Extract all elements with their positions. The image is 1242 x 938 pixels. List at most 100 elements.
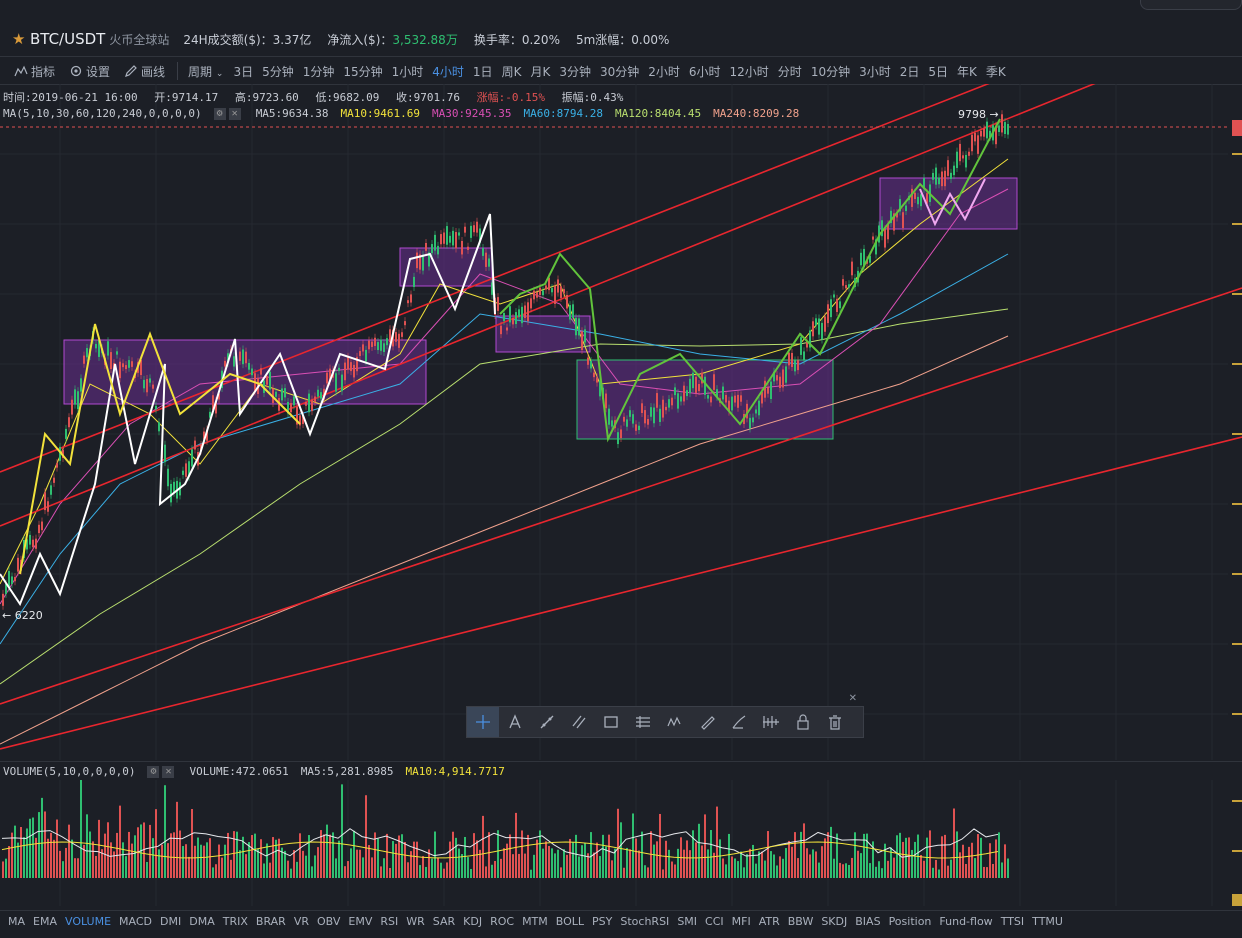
volume-bar [389,867,391,878]
trend-line-icon[interactable] [531,707,563,737]
period-option[interactable]: 5日 [928,64,949,79]
indicator-tab[interactable]: MFI [731,914,751,928]
indicator-tab[interactable]: StochRSI [620,914,670,928]
rectangle-icon[interactable] [595,707,627,737]
period-option[interactable]: 2日 [899,64,920,79]
candle [845,285,847,289]
indicator-tab[interactable]: TTSI [1000,914,1025,928]
period-option[interactable]: 1日 [472,64,493,79]
volume-bar [929,830,931,878]
settings-icon[interactable]: ⚙ [147,765,160,778]
cycle-dropdown[interactable]: 周期 ⌄ [188,64,224,79]
indicator-tab[interactable]: EMV [348,914,373,928]
period-option[interactable]: 10分钟 [810,64,851,79]
parallel-channel-icon[interactable] [563,707,595,737]
indicator-tab[interactable]: DMA [189,914,215,928]
period-option[interactable]: 1小时 [391,64,424,79]
volume-bar [407,862,409,878]
period-option[interactable]: 1分钟 [302,64,335,79]
period-option[interactable]: 6小时 [688,64,721,79]
volume-bar [608,834,610,878]
indicator-tab[interactable]: PSY [592,914,613,928]
candle [2,593,4,606]
period-option[interactable]: 季K [985,64,1006,79]
indicator-tab[interactable]: OBV [317,914,341,928]
period-option[interactable]: 5分钟 [262,64,294,79]
volume-bar [395,843,397,878]
volume-bar [845,863,847,878]
volume-bar [620,822,622,878]
text-icon[interactable] [499,707,531,737]
period-option[interactable]: 3小时 [859,64,891,79]
indicator-tab[interactable]: KDJ [463,914,483,928]
indicator-tab[interactable]: RSI [380,914,399,928]
period-option[interactable]: 分时 [777,64,802,79]
candle [539,287,541,296]
indicator-tab[interactable]: TTMU [1032,914,1063,928]
volume-bar [569,838,571,878]
period-option[interactable]: 月K [530,64,551,79]
close-icon[interactable]: ✕ [228,107,241,120]
candle [44,492,46,511]
period-option[interactable]: 年K [957,64,977,79]
indicator-tab[interactable]: SAR [432,914,456,928]
crosshair-icon[interactable] [467,707,499,737]
period-option[interactable]: 30分钟 [599,64,640,79]
close-icon[interactable]: ✕ [162,765,175,778]
pattern-icon[interactable] [755,707,787,737]
price-chart[interactable]: 9798 → ← 6220 [0,84,1242,760]
indicator-tab[interactable]: WR [406,914,425,928]
indicator-tab[interactable]: SKDJ [821,914,848,928]
indicator-tab[interactable]: Fund-flow [939,914,993,928]
volume-bar [188,856,190,878]
period-option[interactable]: 2小时 [648,64,680,79]
candle [557,279,559,293]
indicator-tab[interactable]: BOLL [555,914,585,928]
pair-title[interactable]: BTC/USDT [30,30,106,48]
indicator-tab[interactable]: VR [293,914,309,928]
indicator-tab[interactable]: BBW [787,914,814,928]
candle [518,309,520,318]
fibonacci-icon[interactable] [627,707,659,737]
volume-chart[interactable] [0,780,1242,910]
indicators-button[interactable]: 指标 [14,63,55,80]
ruler-icon[interactable] [691,707,723,737]
search-box[interactable] [1140,0,1242,10]
indicator-tab[interactable]: ATR [758,914,780,928]
period-option[interactable]: 12小时 [729,64,769,79]
settings-icon[interactable]: ⚙ [213,107,226,120]
draw-line-button[interactable]: 画线 [124,63,165,80]
wave-icon[interactable] [659,707,691,737]
brush-icon[interactable] [723,707,755,737]
candle [566,295,568,309]
period-option[interactable]: 周K [501,64,522,79]
lock-icon[interactable] [787,707,819,737]
indicator-tab[interactable]: ROC [490,914,515,928]
indicator-tab[interactable]: BRAR [255,914,286,928]
volume-bar [638,850,640,878]
candle [386,338,388,346]
period-option[interactable]: 3日 [233,64,254,79]
indicator-tab[interactable]: BIAS [855,914,881,928]
settings-button[interactable]: 设置 [69,63,110,80]
indicator-tab[interactable]: MA [8,914,26,928]
trash-icon[interactable] [819,707,851,737]
period-option[interactable]: 3分钟 [559,64,591,79]
volume-bar [995,839,997,878]
indicator-tab[interactable]: CCI [705,914,724,928]
period-option[interactable]: 15分钟 [343,64,383,79]
indicator-tab[interactable]: MTM [522,914,548,928]
indicator-tab[interactable]: SMI [677,914,698,928]
indicator-tab[interactable]: TRIX [222,914,248,928]
indicator-tab[interactable]: EMA [33,914,57,928]
indicator-tab[interactable]: DMI [160,914,182,928]
period-option[interactable]: 4小时 [432,64,464,79]
favorite-star-icon[interactable]: ★ [12,30,26,48]
indicator-tab[interactable]: Position [888,914,932,928]
close-icon[interactable]: ✕ [848,693,857,704]
indicator-tab[interactable]: VOLUME [64,914,112,928]
candle [596,377,598,383]
indicator-tab[interactable]: MACD [119,914,153,928]
candle [923,178,925,189]
candle [383,343,385,352]
